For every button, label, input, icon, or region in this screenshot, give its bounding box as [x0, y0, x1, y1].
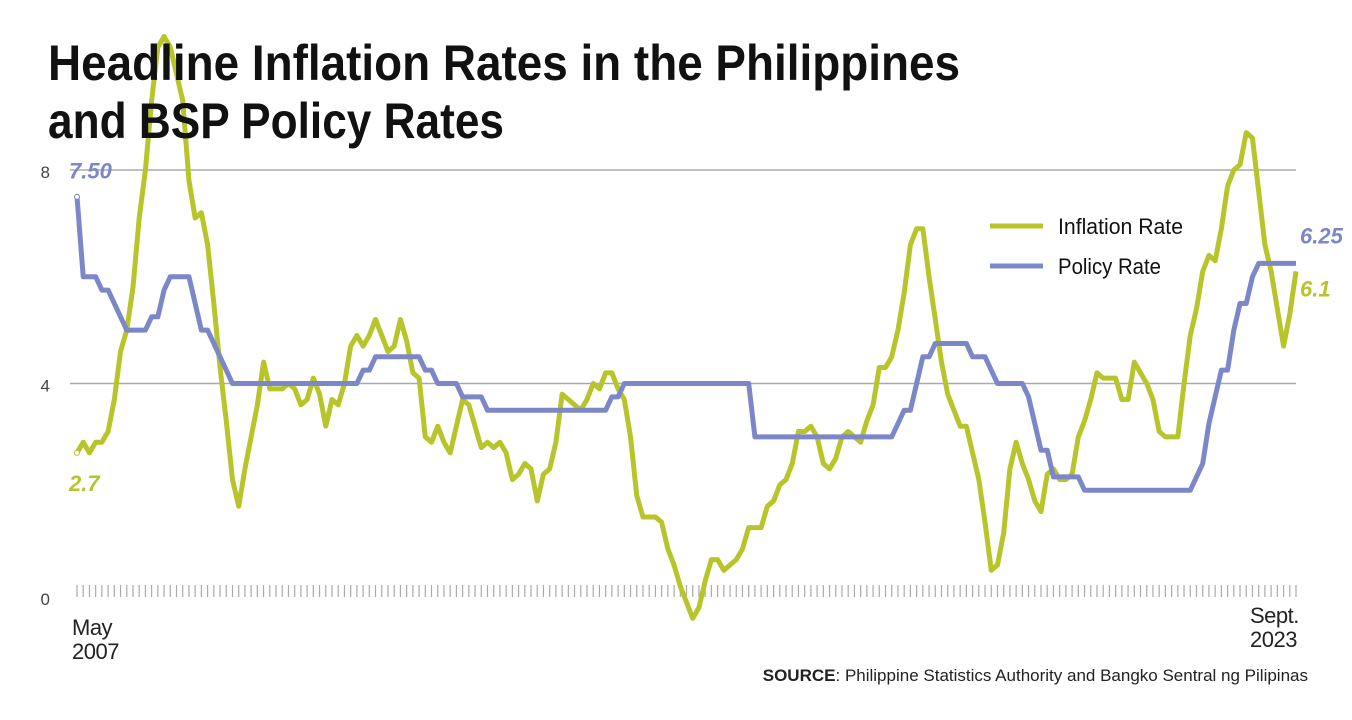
chart-title: and BSP Policy Rates	[48, 93, 504, 149]
source-label: SOURCE	[762, 666, 836, 685]
series-line	[74, 34, 1299, 621]
series-line	[74, 196, 1296, 493]
start-dot	[74, 449, 80, 456]
chart-title: Headline Inflation Rates in the Philippi…	[48, 35, 960, 91]
legend-label: Inflation Rate	[1058, 214, 1183, 239]
y-tick-label: 0	[41, 590, 50, 609]
start-dot	[74, 193, 80, 200]
source-text: Philippine Statistics Authority and Bang…	[844, 666, 1308, 685]
x-end-label: Sept. 2023	[1250, 603, 1299, 652]
y-tick-label: 4	[41, 377, 50, 396]
value-label: 2.7	[68, 471, 101, 496]
y-tick-label: 8	[41, 163, 50, 182]
legend-label: Policy Rate	[1058, 254, 1161, 279]
value-label: 6.25	[1300, 223, 1344, 248]
x-start-label: May 2007	[72, 615, 119, 664]
value-label: 6.1	[1300, 276, 1331, 301]
value-label: 7.50	[69, 159, 113, 184]
source: SOURCE: Philippine Statistics Authority …	[762, 666, 1308, 685]
